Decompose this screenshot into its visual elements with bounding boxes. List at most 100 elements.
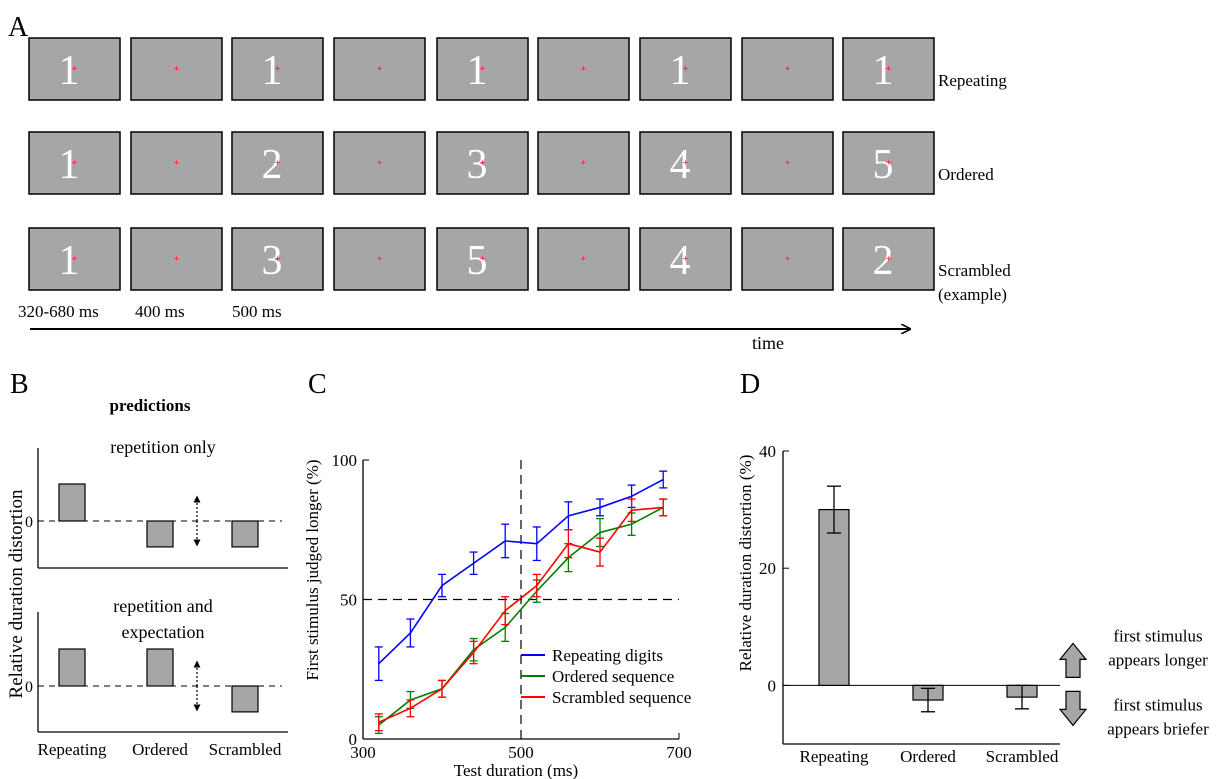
fixation-screen [537,131,630,195]
x-tick-label: 700 [666,743,692,762]
fixation-cross: + [683,158,689,169]
digit-screen [842,37,935,101]
prediction-bar [231,520,259,548]
fixation-cross: + [886,254,892,265]
category-label: Repeating [800,747,869,766]
fixation-cross: + [377,158,383,169]
annotation-label: first stimulus [1113,626,1202,645]
legend-label: Ordered sequence [552,667,674,686]
fixation-screen [333,131,426,195]
digit-screen [436,37,529,101]
fixation-cross: + [785,158,791,169]
series-line [378,478,664,665]
series-line [378,506,664,726]
fixation-cross: + [683,64,689,75]
digit-screen [231,37,324,101]
stimulus-digit: 1 [670,48,691,94]
digit-screen [842,131,935,195]
fixation-screen [741,227,834,291]
stimulus-digit: 1 [59,142,80,188]
condition-label: (example) [938,285,1007,304]
fixation-cross: + [581,158,587,169]
digit-screen [436,227,529,291]
y-tick-label: 100 [332,451,358,470]
y-tick-label: 20 [759,559,776,578]
fixation-cross: + [72,64,78,75]
y-tick-label: 0 [349,730,358,749]
fixation-cross: + [581,254,587,265]
panel-label-a: A [8,12,29,43]
duration-label-1: 320-680 ms [18,302,99,321]
prediction-title: expectation [122,622,205,642]
digit-screen [639,227,732,291]
fixation-cross: + [480,158,486,169]
legend-label: Repeating digits [552,646,663,665]
fixation-screen [333,227,426,291]
fixation-cross: + [275,158,281,169]
fixation-screen [130,131,223,195]
y-tick-label: 0 [768,676,777,695]
annotation-label: first stimulus [1113,695,1202,714]
bar [818,509,850,687]
zero-tick-label: 0 [25,679,33,696]
fixation-cross: + [275,254,281,265]
arrow-down-icon [1058,690,1088,727]
fixation-screen [130,37,223,101]
stimulus-digit: 5 [467,238,488,284]
panel-label-c: C [308,369,327,400]
prediction-bar [146,520,174,548]
annotation-label: appears longer [1108,650,1208,669]
panel-c-line-chart: 300 500 700 0 50 100 Repeating digits Ordered s… [332,451,692,762]
fixation-cross: + [377,254,383,265]
fixation-screen [537,227,630,291]
fixation-cross: + [72,158,78,169]
fixation-cross: + [480,254,486,265]
legend-label: Scrambled sequence [552,688,691,707]
fixation-cross: + [72,254,78,265]
stimulus-digit: 1 [59,48,80,94]
panel-label-b: B [10,369,29,400]
series-line [378,506,664,723]
fixation-cross: + [480,64,486,75]
prediction-bar [58,483,86,522]
stimulus-digit: 4 [670,238,691,284]
fixation-cross: + [377,64,383,75]
digit-screen [231,131,324,195]
fixation-cross: + [174,64,180,75]
panel-d-ylabel: Relative duration distortion (%) [736,455,755,672]
fixation-cross: + [785,64,791,75]
fixation-screen [537,37,630,101]
stimulus-digit: 2 [873,238,894,284]
fixation-screen [741,131,834,195]
condition-label: Repeating [938,71,1007,90]
fixation-cross: + [275,64,281,75]
prediction-title: repetition only [110,437,215,457]
digit-screen [436,131,529,195]
panel-c-xlabel: Test duration (ms) [454,761,578,779]
panel-d-bar-chart: 0 20 40 Repeating Ordered Scrambled first stim… [759,442,1209,766]
digit-screen [231,227,324,291]
fixation-screen [741,37,834,101]
prediction-bar [146,648,174,687]
fixation-cross: + [886,158,892,169]
stimulus-digit: 1 [59,238,80,284]
digit-screen [639,131,732,195]
prediction-bar [231,685,259,713]
category-label: Ordered [900,747,956,766]
zero-tick-label: 0 [25,514,33,531]
digit-screen [639,37,732,101]
annotation-label: appears briefer [1107,719,1209,738]
fixation-cross: + [886,64,892,75]
panel-b-ylabel: Relative duration distortion [6,489,27,698]
category-label: Scrambled [209,740,282,759]
digit-screen [28,131,121,195]
y-tick-label: 50 [340,591,357,610]
digit-screen [28,227,121,291]
stimulus-digit: 2 [262,142,283,188]
fixation-screen [333,37,426,101]
x-tick-label: 500 [508,743,534,762]
stimulus-digit: 3 [467,142,488,188]
fixation-cross: + [683,254,689,265]
